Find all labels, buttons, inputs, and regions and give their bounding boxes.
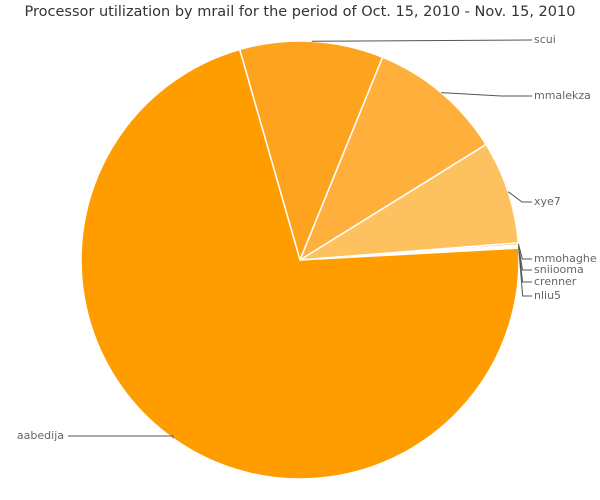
slice-label-xye7: xye7 xyxy=(534,195,561,208)
pie-slice-xye7 xyxy=(299,143,520,261)
pie-slices xyxy=(80,40,520,480)
slice-label-nliu5: nliu5 xyxy=(534,289,561,302)
slice-label-crenner: crenner xyxy=(534,275,577,288)
chart-title: Processor utilization by mrail for the p… xyxy=(24,4,576,20)
slice-label-aabedija: aabedija xyxy=(17,429,64,442)
leader-line-aabedija xyxy=(68,435,174,439)
leader-line-scui xyxy=(311,39,533,42)
slice-label-sniiooma: sniiooma xyxy=(534,263,584,276)
pie-slice-scui xyxy=(238,40,384,263)
slice-label-mmalekza: mmalekza xyxy=(534,89,591,102)
slice-label-scui: scui xyxy=(534,33,556,46)
leader-line-mmohaghe xyxy=(517,243,532,260)
leader-lines xyxy=(68,39,533,439)
leader-line-mmalekza xyxy=(441,92,532,97)
slice-label-mmohaghe: mmohaghe xyxy=(534,252,597,265)
leader-line-xye7 xyxy=(507,191,532,203)
leader-line-nliu5 xyxy=(518,247,532,297)
pie-slice-aabedija xyxy=(80,48,520,480)
slice-labels: scui mmalekza xye7 mmohaghesniioomacrennern… xyxy=(17,33,597,442)
